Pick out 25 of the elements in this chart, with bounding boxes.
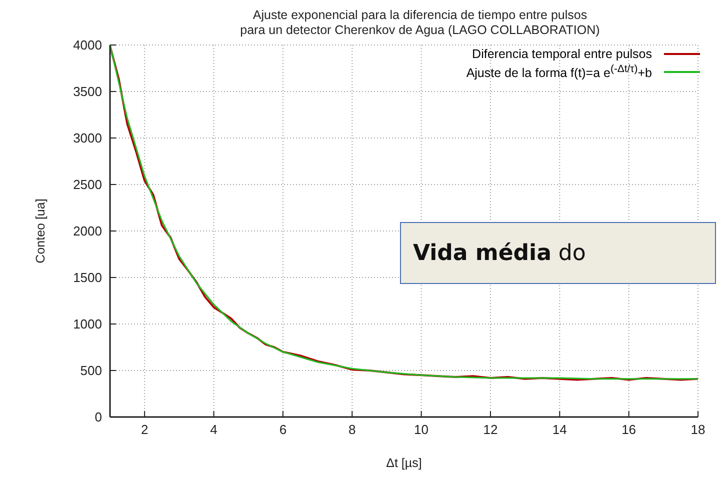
x-tick-label: 2 xyxy=(140,422,148,438)
annotation: Vida média do xyxy=(413,240,586,266)
y-tick-label: 1500 xyxy=(73,270,102,286)
chart-title: Ajuste exponencial para la diferencia de tiempo entre pulsos para un detector Cherenkov de Agua (LAGO COLLABORATION) xyxy=(239,8,601,38)
legend-label: Ajuste de la forma f(t)=a e$^{(-Δt/τ)}$+b xyxy=(466,63,652,82)
x-tick-label: 6 xyxy=(279,422,287,438)
x-tick-label: 12 xyxy=(483,422,498,438)
y-tick-label: 500 xyxy=(80,363,102,378)
x-tick-label: 4 xyxy=(210,422,218,438)
y-tick-label: 2500 xyxy=(73,177,102,192)
x-axis-title: Δt [µs] xyxy=(386,456,422,470)
x-tick-label: 18 xyxy=(690,422,706,438)
y-tick-label: 1000 xyxy=(73,316,102,332)
y-tick-label: 2000 xyxy=(73,224,102,239)
y-tick-label: 3500 xyxy=(73,84,102,100)
y-tick-label: 3000 xyxy=(73,130,102,146)
y-tick-label: 0 xyxy=(94,410,102,425)
y-axis-title: Conteo [ua] xyxy=(33,198,48,264)
legend-label: Diferencia temporal entre pulsos xyxy=(472,46,652,62)
y-tick-label: 4000 xyxy=(73,38,102,53)
callout-box: Vida média do xyxy=(400,222,716,284)
x-tick-label: 8 xyxy=(348,422,356,438)
x-tick-label: 16 xyxy=(622,422,636,438)
x-tick-label: 14 xyxy=(552,422,567,438)
x-tick-label: 10 xyxy=(414,422,429,438)
